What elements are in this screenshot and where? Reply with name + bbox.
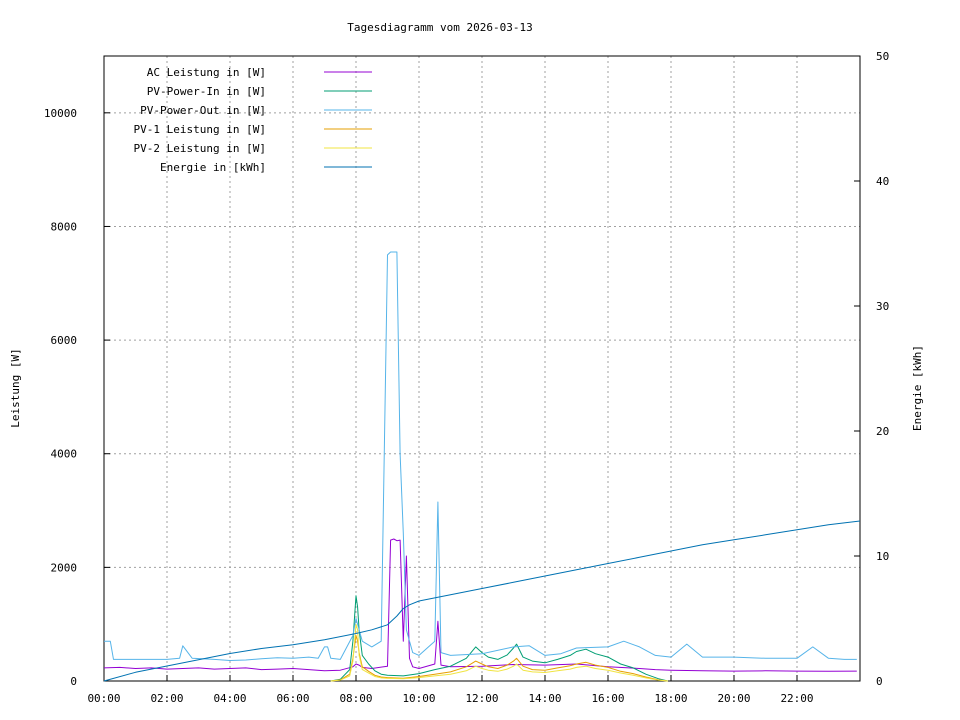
x-axis: 00:00 02:00 04:00 06:00 08:00 10:00 12:00 14:00… bbox=[87, 675, 814, 705]
legend: AC Leistung in [W] PV-Power-In in [W] PV-P… bbox=[134, 66, 372, 174]
legend-label: AC Leistung in [W] bbox=[147, 66, 266, 79]
x-tick-label: 14:00 bbox=[528, 692, 561, 705]
x-tick-label: 18:00 bbox=[654, 692, 687, 705]
x-tick-label: 04:00 bbox=[213, 692, 246, 705]
series-line bbox=[330, 595, 668, 682]
y-tick-label: 0 bbox=[70, 675, 77, 688]
series-lines bbox=[103, 251, 861, 682]
series-line bbox=[103, 538, 857, 672]
series-line bbox=[103, 520, 861, 682]
series-line bbox=[330, 635, 668, 682]
legend-label: PV-Power-In in [W] bbox=[147, 85, 266, 98]
x-tick-label: 20:00 bbox=[717, 692, 750, 705]
series-line bbox=[104, 251, 857, 661]
x-tick-label: 00:00 bbox=[87, 692, 120, 705]
grid-lines bbox=[104, 56, 860, 681]
y-tick-label: 10000 bbox=[44, 107, 77, 120]
x-tick-label: 06:00 bbox=[276, 692, 309, 705]
y-axis-label: Leistung [W] bbox=[9, 348, 22, 427]
chart-title: Tagesdiagramm vom 2026-03-13 bbox=[347, 21, 532, 34]
x-tick-label: 16:00 bbox=[591, 692, 624, 705]
y2-tick-label: 10 bbox=[876, 550, 889, 563]
y2-tick-label: 50 bbox=[876, 50, 889, 63]
legend-label: PV-2 Leistung in [W] bbox=[134, 142, 266, 155]
y2-axis-label: Energie [kWh] bbox=[911, 345, 924, 431]
y-tick-label: 4000 bbox=[51, 448, 78, 461]
y-tick-label: 6000 bbox=[51, 334, 78, 347]
y2-tick-label: 20 bbox=[876, 425, 889, 438]
y-tick-label: 2000 bbox=[51, 561, 78, 574]
x-tick-label: 22:00 bbox=[780, 692, 813, 705]
x-tick-label: 02:00 bbox=[150, 692, 183, 705]
y-axis-right: 0 10 20 30 40 50 bbox=[854, 50, 889, 688]
x-tick-label: 08:00 bbox=[339, 692, 372, 705]
legend-label: Energie in [kWh] bbox=[160, 161, 266, 174]
legend-label: PV-1 Leistung in [W] bbox=[134, 123, 266, 136]
legend-label: PV-Power-Out in [W] bbox=[140, 104, 266, 117]
y-tick-label: 8000 bbox=[51, 220, 78, 233]
y2-tick-label: 0 bbox=[876, 675, 883, 688]
x-tick-label: 12:00 bbox=[465, 692, 498, 705]
series-line bbox=[330, 623, 668, 682]
x-tick-label: 10:00 bbox=[402, 692, 435, 705]
y-axis-left: 0 2000 4000 6000 8000 10000 bbox=[44, 107, 110, 688]
y2-tick-label: 30 bbox=[876, 300, 889, 313]
y2-tick-label: 40 bbox=[876, 175, 889, 188]
